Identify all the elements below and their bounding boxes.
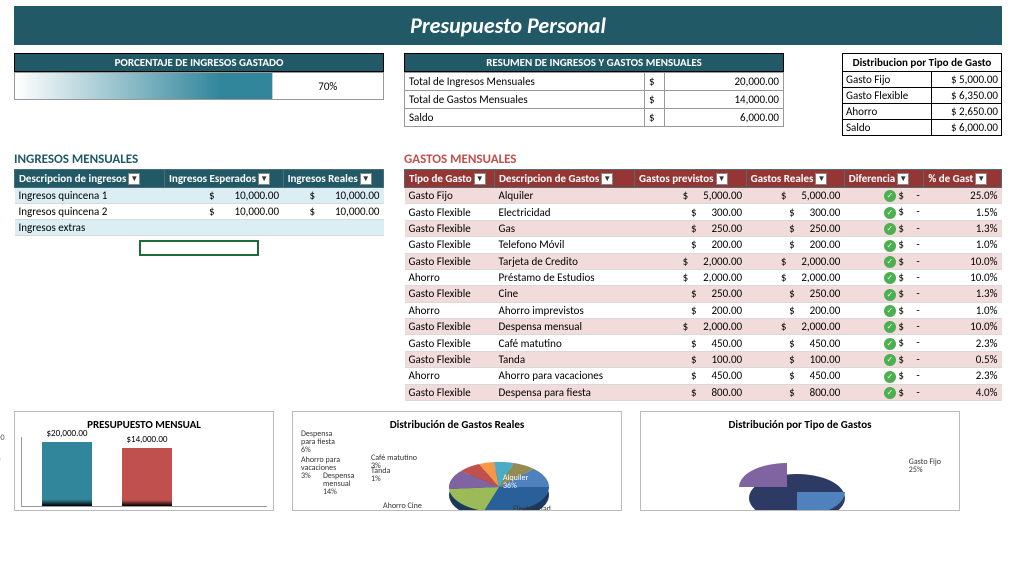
gasto-row[interactable]: Gasto FlexibleElectricidad$ 300.00$ 300.… (405, 204, 1002, 220)
pie-label: Despensamensual14% (323, 472, 354, 496)
filter-dropdown-icon[interactable]: ▼ (975, 173, 987, 185)
check-icon: ✓ (884, 321, 896, 333)
ingresos-panel: INGRESOS MENSUALES Descripcion de ingres… (14, 140, 384, 260)
column-header[interactable]: % de Gast ▼ (924, 170, 1002, 188)
summary-row: Saldo$6,000.00 (405, 109, 784, 127)
filter-dropdown-icon[interactable]: ▼ (474, 173, 486, 185)
gasto-row[interactable]: AhorroAhorro imprevistos$ 200.00$ 200.00… (405, 302, 1002, 318)
summary-row: Total de Ingresos Mensuales$20,000.00 (405, 73, 784, 91)
gasto-row[interactable]: Gasto FijoAlquiler$ 5,000.00$ 5,000.00✓ … (405, 188, 1002, 204)
check-icon: ✓ (884, 338, 896, 350)
check-icon: ✓ (884, 272, 896, 284)
gasto-row[interactable]: Gasto FlexibleDespensa para fiesta$ 800.… (405, 384, 1002, 400)
check-icon: ✓ (884, 371, 896, 383)
dist-row: Gasto Fijo$ 5,000.00 (843, 72, 1002, 88)
check-icon: ✓ (884, 305, 896, 317)
gasto-row[interactable]: Gasto FlexibleDespensa mensual$ 2,000.00… (405, 319, 1002, 335)
pie-label: Ahorro Cine (383, 502, 422, 510)
check-icon: ✓ (884, 354, 896, 366)
chart-presupuesto: PRESUPUESTO MENSUAL $100,000.00 $10,000.… (14, 411, 274, 511)
check-icon: ✓ (884, 256, 896, 268)
check-icon: ✓ (884, 223, 896, 235)
filter-dropdown-icon[interactable]: ▼ (128, 173, 140, 185)
check-icon: ✓ (884, 387, 896, 399)
gasto-row[interactable]: AhorroPréstamo de Estudios$ 2,000.00$ 2,… (405, 269, 1002, 285)
filter-dropdown-icon[interactable]: ▼ (360, 173, 372, 185)
check-icon: ✓ (884, 240, 896, 252)
chart-distribucion-tipo: Distribución por Tipo de Gastos Gasto Fi… (640, 411, 960, 511)
percent-value: 70% (273, 73, 383, 99)
pie-label: Gasto Fijo25% (909, 458, 941, 474)
column-header[interactable]: Descripcion de Gastos ▼ (495, 170, 635, 188)
pie-label: Tanda1% (371, 467, 390, 483)
gasto-row[interactable]: Gasto FlexibleTarjeta de Credito$ 2,000.… (405, 253, 1002, 269)
column-header[interactable]: Gastos Reales ▼ (746, 170, 844, 188)
filter-dropdown-icon[interactable]: ▼ (258, 173, 270, 185)
pie-label: Electricidad (513, 505, 551, 511)
bar: $14,000.00 (122, 448, 172, 506)
column-header[interactable]: Tipo de Gasto ▼ (405, 170, 495, 188)
check-icon: ✓ (884, 190, 896, 202)
gasto-row[interactable]: Gasto FlexibleGas$ 250.00$ 250.00✓ $ -1.… (405, 220, 1002, 236)
gasto-row[interactable]: Gasto FlexibleTanda$ 100.00$ 100.00✓ $ -… (405, 351, 1002, 367)
check-icon: ✓ (884, 289, 896, 301)
pie-label: Alquiler36% (503, 474, 528, 490)
chart-distribucion-gastos: Distribución de Gastos Reales Despensapa… (292, 411, 622, 511)
filter-dropdown-icon[interactable]: ▼ (716, 173, 728, 185)
gasto-row[interactable]: Gasto FlexibleTelefono Móvil$ 200.00$ 20… (405, 237, 1002, 253)
ingresos-title: INGRESOS MENSUALES (14, 152, 384, 167)
filter-dropdown-icon[interactable]: ▼ (815, 173, 827, 185)
ingreso-row[interactable]: Ingresos extras (15, 220, 384, 236)
percent-spent-panel: PORCENTAJE DE INGRESOS GASTADO 70% (14, 53, 384, 136)
column-header[interactable]: Ingresos Esperados ▼ (165, 170, 284, 188)
ylabel: $100,000.00 (0, 433, 5, 443)
summary-header: RESUMEN DE INGRESOS Y GASTOS MENSUALES (404, 53, 784, 72)
check-icon: ✓ (884, 207, 896, 219)
gastos-title: GASTOS MENSUALES (404, 152, 1002, 167)
column-header[interactable]: Descripcion de ingresos ▼ (15, 170, 165, 188)
distribution-panel: Distribucion por Tipo de Gasto Gasto Fij… (842, 53, 1002, 136)
percent-header: PORCENTAJE DE INGRESOS GASTADO (14, 53, 384, 72)
dist-row: Saldo$ 6,000.00 (843, 120, 1002, 136)
dist-row: Ahorro$ 2,650.00 (843, 104, 1002, 120)
chart3-title: Distribución por Tipo de Gastos (647, 418, 953, 431)
gasto-row[interactable]: AhorroAhorro para vacaciones$ 450.00$ 45… (405, 368, 1002, 384)
column-header[interactable]: Gastos previstos ▼ (635, 170, 747, 188)
gastos-panel: GASTOS MENSUALES Tipo de Gasto ▼Descripc… (404, 140, 1002, 401)
selected-cell[interactable] (139, 240, 259, 256)
summary-panel: RESUMEN DE INGRESOS Y GASTOS MENSUALES T… (404, 53, 784, 136)
chart2-title: Distribución de Gastos Reales (299, 418, 615, 431)
summary-row: Total de Gastos Mensuales$14,000.00 (405, 91, 784, 109)
column-header[interactable]: Ingresos Reales ▼ (283, 170, 383, 188)
pie-label: Despensapara fiesta6% (301, 430, 335, 454)
ingreso-row[interactable]: Ingresos quincena 2$ 10,000.00$ 10,000.0… (15, 204, 384, 220)
bar: $20,000.00 (42, 442, 92, 506)
page-title: Presupuesto Personal (14, 6, 1002, 45)
percent-bar (15, 73, 273, 99)
filter-dropdown-icon[interactable]: ▼ (897, 173, 909, 185)
gasto-row[interactable]: Gasto FlexibleCine$ 250.00$ 250.00✓ $ -1… (405, 286, 1002, 302)
column-header[interactable]: Diferencia ▼ (844, 170, 923, 188)
distribution-header: Distribucion por Tipo de Gasto (843, 54, 1002, 72)
filter-dropdown-icon[interactable]: ▼ (601, 173, 613, 185)
ingreso-row[interactable]: Ingresos quincena 1$ 10,000.00$ 10,000.0… (15, 188, 384, 204)
pie-label: Saldo30% (719, 490, 737, 506)
gasto-row[interactable]: Gasto FlexibleCafé matutino$ 450.00$ 450… (405, 335, 1002, 351)
dist-row: Gasto Flexible$ 6,350.00 (843, 88, 1002, 104)
